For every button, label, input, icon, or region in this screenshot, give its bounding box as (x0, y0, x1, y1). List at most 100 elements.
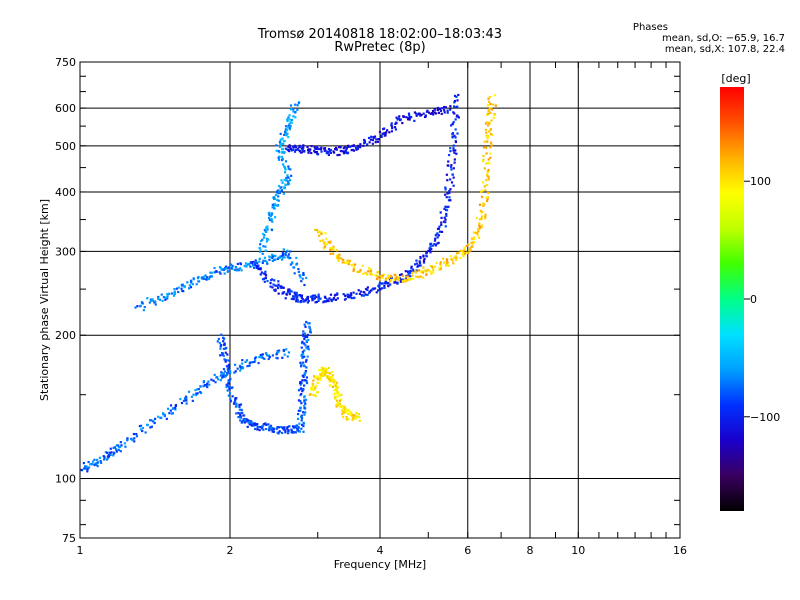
echo-point (265, 423, 268, 426)
echo-point (286, 148, 289, 151)
echo-point (487, 176, 490, 179)
echo-point (491, 133, 494, 137)
echo-point (315, 228, 319, 232)
echo-point (330, 298, 333, 301)
echo-point (385, 282, 388, 285)
echo-point (195, 392, 198, 395)
echo-point (411, 268, 415, 271)
echo-point (277, 195, 280, 198)
echo-point (172, 294, 176, 297)
echo-point (337, 403, 340, 406)
echo-point (351, 418, 354, 422)
echo-point (324, 232, 327, 235)
echo-point (223, 272, 226, 275)
echo-point (301, 379, 304, 382)
echo-point (164, 298, 167, 301)
echo-point (96, 458, 99, 462)
echo-point (300, 294, 304, 297)
echo-point (440, 112, 443, 115)
echo-point (459, 249, 462, 252)
echo-point (219, 266, 222, 269)
echo-point (343, 151, 346, 154)
echo-point (220, 268, 223, 271)
echo-point (273, 203, 277, 206)
echo-point (309, 328, 312, 331)
echo-point (297, 148, 300, 152)
echo-point (371, 142, 374, 145)
echo-point (329, 252, 332, 255)
echo-point (366, 143, 369, 146)
echo-point (483, 203, 486, 206)
echo-point (112, 446, 115, 450)
echo-point (387, 282, 390, 285)
echo-point (364, 271, 367, 274)
echo-point (313, 146, 316, 149)
echo-point (262, 423, 266, 426)
echo-point (380, 282, 384, 285)
echo-point (399, 280, 402, 283)
echo-point (388, 280, 392, 283)
echo-point (302, 387, 305, 391)
echo-point (227, 382, 230, 385)
echo-point (268, 218, 271, 221)
echo-point (240, 411, 243, 415)
echo-point (323, 245, 327, 248)
echo-point (353, 263, 357, 266)
echo-point (218, 342, 221, 345)
echo-point (434, 244, 438, 247)
echo-point (273, 197, 277, 200)
echo-point (434, 237, 437, 240)
echo-point (272, 283, 275, 286)
echo-point (477, 230, 480, 233)
echo-point (278, 430, 281, 433)
echo-point (150, 299, 153, 302)
echo-point (294, 110, 297, 114)
echo-point (289, 104, 293, 107)
echo-point (282, 427, 285, 431)
echo-point (452, 120, 455, 124)
echo-point (226, 353, 229, 356)
echo-point (418, 112, 421, 115)
echo-point (489, 132, 493, 136)
echo-point (487, 112, 490, 115)
echo-point (313, 375, 316, 378)
echo-point (470, 245, 473, 248)
echo-point (237, 415, 240, 419)
echo-point (205, 276, 209, 279)
echo-point (91, 463, 94, 466)
echo-point (352, 291, 355, 294)
echo-point (106, 451, 109, 454)
echo-point (375, 277, 379, 280)
echo-point (393, 126, 397, 129)
echo-point (277, 292, 280, 295)
echo-point (275, 356, 278, 359)
echo-point (269, 427, 272, 430)
echo-point (300, 381, 303, 385)
echo-point (296, 298, 299, 301)
echo-point (353, 144, 356, 148)
echo-point (222, 347, 226, 350)
echo-point (413, 111, 417, 114)
echo-point (410, 267, 413, 270)
echo-point (445, 209, 449, 212)
echo-point (396, 278, 399, 281)
echo-point (247, 419, 250, 422)
echo-point (362, 294, 365, 297)
echo-point (272, 427, 275, 430)
echo-point (366, 293, 369, 297)
echo-point (268, 211, 271, 214)
echo-point (349, 410, 352, 414)
echo-point (372, 287, 376, 290)
echo-point (219, 347, 222, 350)
echo-point (215, 270, 218, 273)
echo-point (351, 144, 354, 147)
echo-point (259, 425, 262, 429)
x-axis-label: Frequency [MHz] (334, 558, 426, 571)
echo-point (253, 427, 257, 431)
echo-point (292, 110, 295, 113)
echo-point (352, 414, 355, 417)
echo-point (478, 203, 482, 206)
echo-point (299, 406, 302, 409)
echo-point (304, 407, 307, 410)
echo-point (484, 128, 487, 131)
